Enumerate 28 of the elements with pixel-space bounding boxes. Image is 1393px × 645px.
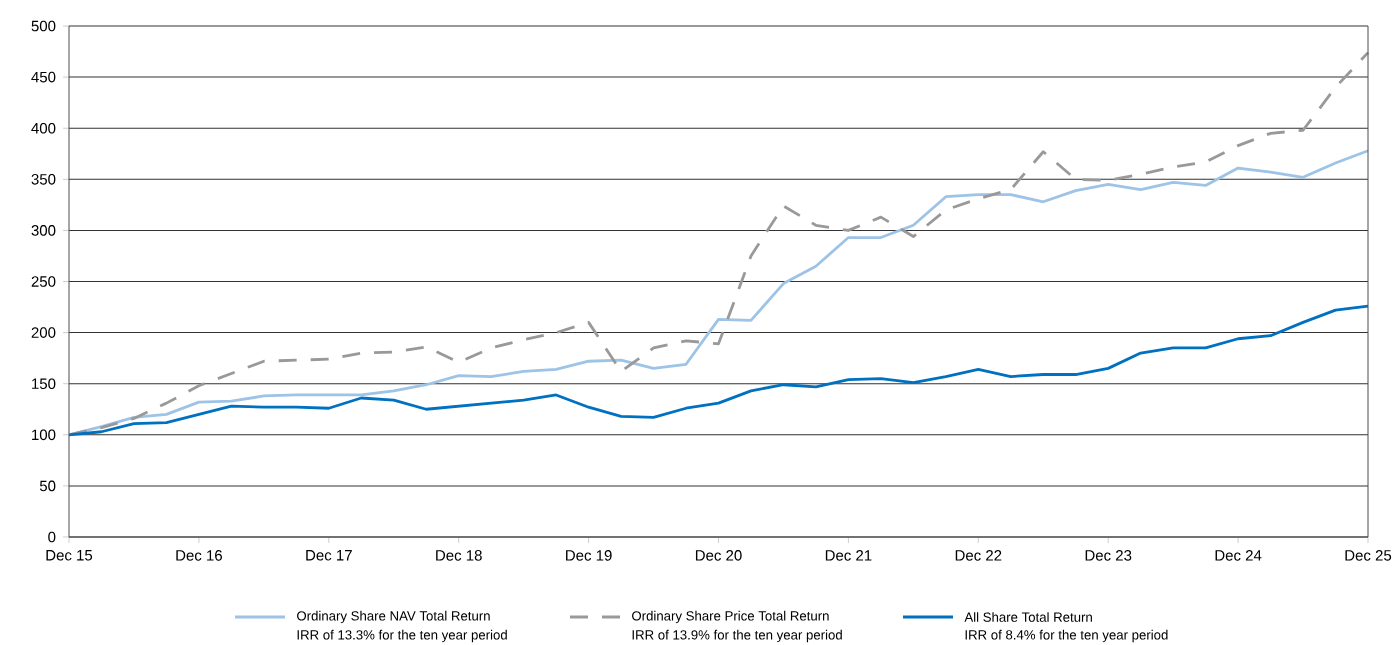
x-tick-label: Dec 15 (46, 550, 93, 561)
y-tick-label: 100 (32, 429, 56, 441)
x-tick-label: Dec 16 (176, 550, 222, 561)
x-tick-label: Dec 22 (955, 550, 1002, 561)
x-tick-label: Dec 18 (436, 550, 482, 561)
x-tick-label: Dec 21 (825, 550, 872, 561)
y-tick-label: 200 (31, 327, 56, 338)
text: IRR of 8.4% for the ten year period (965, 629, 1168, 643)
x-tick-label: Dec 19 (566, 550, 612, 561)
legend-label: Ordinary Share NAV Total Return (297, 610, 490, 624)
y-tick-label: 50 (39, 480, 56, 492)
text: IRR of 13.9% for the ten year period (632, 629, 842, 643)
text: IRR of 13.3% for the ten year period (297, 629, 507, 643)
y-tick-label: 250 (31, 276, 56, 287)
y-tick-label: 300 (31, 225, 56, 236)
y-tick-label: 500 (31, 20, 56, 32)
x-tick-label: Dec 25 (1345, 550, 1392, 561)
y-tick-label: 150 (32, 378, 56, 390)
x-tick-label: Dec 20 (695, 550, 742, 561)
x-tick-label: Dec 24 (1215, 550, 1262, 561)
x-tick-label: Dec 23 (1085, 550, 1132, 561)
y-tick-label: 0 (48, 531, 56, 543)
y-tick-label: 400 (31, 122, 56, 134)
x-tick-label: Dec 17 (306, 550, 352, 561)
y-tick-label: 450 (31, 71, 56, 83)
y-tick-label: 350 (31, 174, 56, 185)
legend-label: Ordinary Share Price Total Return (632, 610, 829, 624)
legend-label: All Share Total Return (964, 612, 1092, 622)
